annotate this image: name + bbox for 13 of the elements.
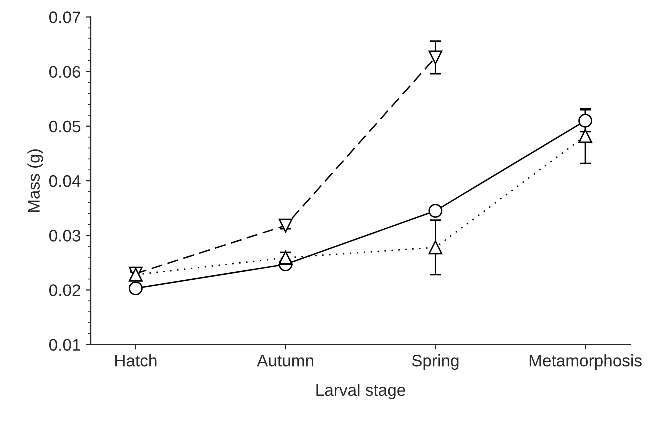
- y-tick-label: 0.07: [49, 12, 80, 24]
- y-tick-label: 0.03: [49, 230, 81, 242]
- y-tick-label: 0.06: [49, 66, 81, 78]
- x-tick-label: Metamorphosis: [530, 354, 642, 370]
- y-tick-label: 0.05: [49, 120, 81, 133]
- y-tick-label: 0.04: [49, 175, 81, 188]
- y-axis-title: Mass (g): [28, 150, 44, 212]
- x-axis-title: Larval stage: [316, 384, 406, 400]
- y-tick-label: 0.02: [49, 284, 80, 296]
- x-tick-label: Autumn: [257, 355, 314, 367]
- y-tick-label: 0.01: [49, 339, 80, 352]
- x-tick-label: Spring: [412, 354, 459, 370]
- x-tick-label: Hatch: [116, 354, 157, 367]
